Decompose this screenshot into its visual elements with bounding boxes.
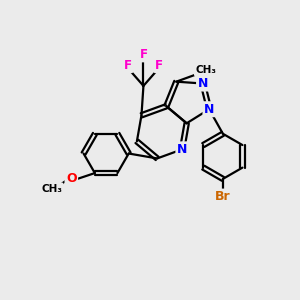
Text: CH₃: CH₃: [41, 184, 62, 194]
Text: N: N: [177, 143, 187, 156]
Text: F: F: [155, 59, 163, 72]
Text: O: O: [66, 172, 76, 185]
Text: F: F: [124, 59, 132, 72]
Text: N: N: [198, 77, 208, 90]
Text: Br: Br: [215, 190, 231, 203]
Text: CH₃: CH₃: [195, 65, 216, 75]
Text: F: F: [140, 48, 147, 61]
Text: N: N: [204, 103, 214, 116]
